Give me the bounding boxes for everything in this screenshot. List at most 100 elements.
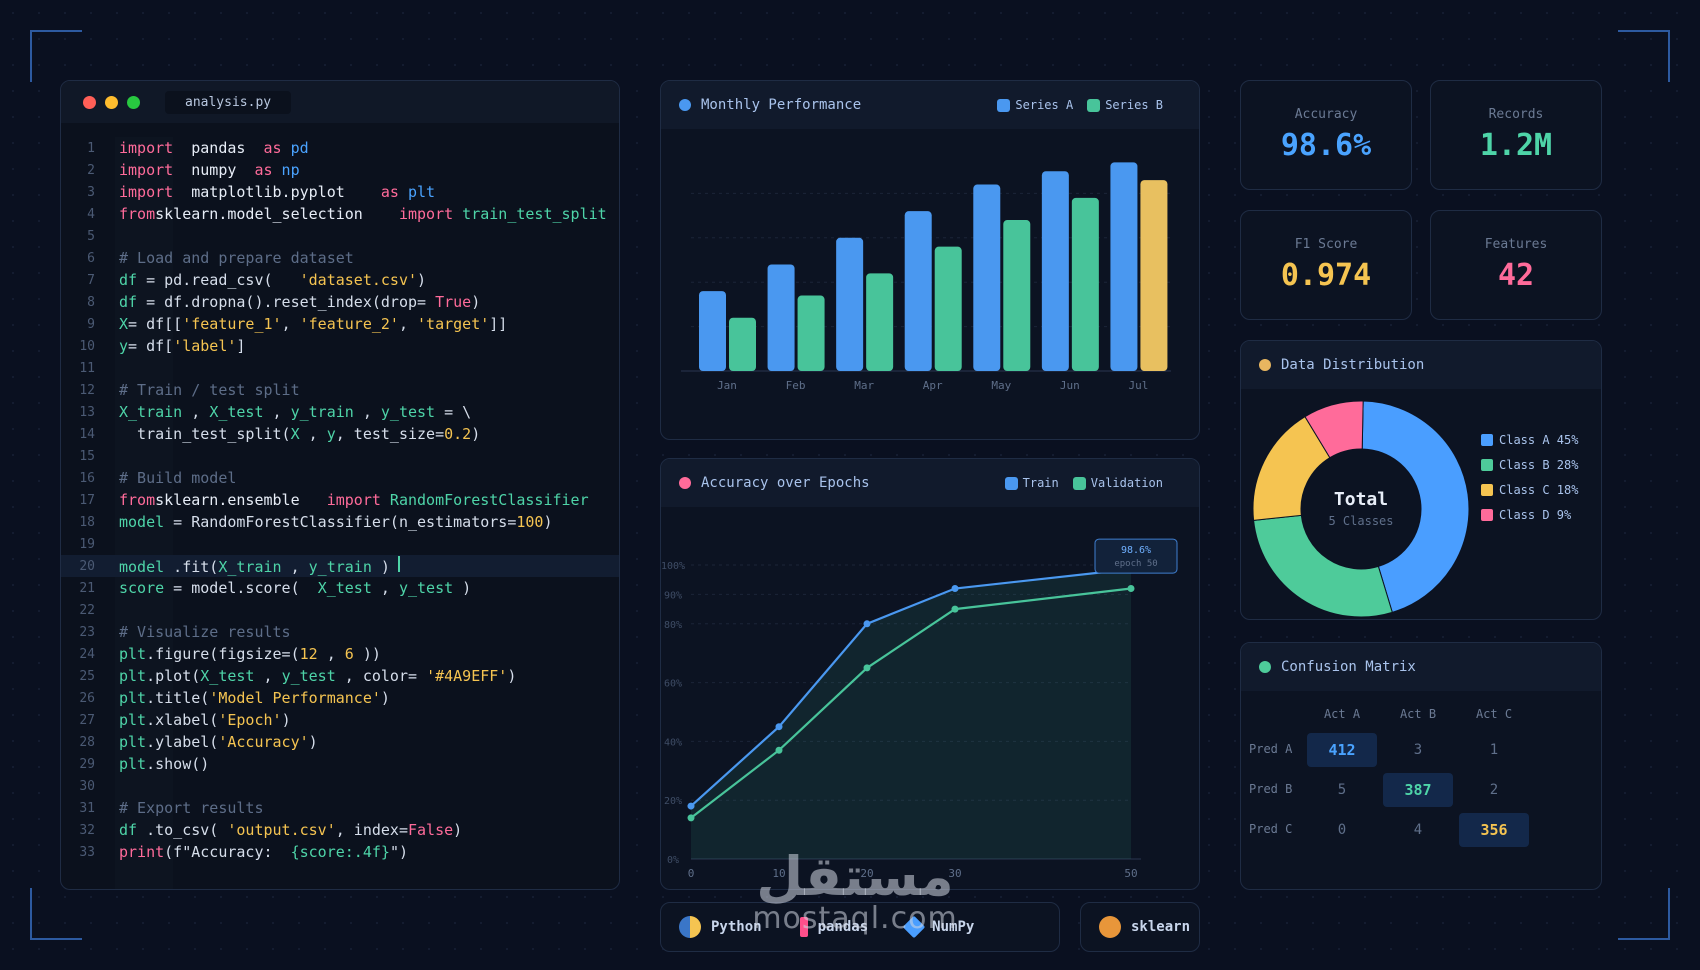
code-line[interactable]: 23 # Visualize results	[61, 621, 619, 643]
bar-chart-title: Monthly Performance	[701, 97, 862, 113]
code-line[interactable]: 20 model .fit(X_train , y_train )	[61, 555, 619, 577]
stat-records: Records 1.2M	[1430, 80, 1602, 190]
line-number: 31	[79, 800, 95, 816]
code-token: .title(	[146, 689, 210, 707]
code-token: np	[272, 161, 300, 179]
bar-series-b	[866, 273, 894, 371]
bar-series-a	[1041, 171, 1069, 371]
donut-slice-class-a	[1361, 400, 1470, 613]
code-line[interactable]: 30	[61, 775, 619, 797]
code-token: 'dataset.csv'	[299, 271, 418, 289]
code-line[interactable]: 33 print(f"Accuracy: {score:.4f}")	[61, 841, 619, 863]
code-token: ,	[299, 425, 327, 443]
legend-class-c: Class C 18%	[1481, 477, 1578, 502]
code-line[interactable]: 25 plt.plot(X_test , y_test , color= '#4A…	[61, 665, 619, 687]
code-line[interactable]: 28 plt.ylabel('Accuracy')	[61, 731, 619, 753]
code-line[interactable]: 1 import pandas as pd	[61, 137, 619, 159]
row-header: Pred B	[1249, 782, 1293, 796]
matrix-cell: 3	[1413, 742, 1423, 758]
distribution-legend: Class A 45% Class B 28% Class C 18% Clas…	[1481, 427, 1578, 527]
file-tab[interactable]: analysis.py	[165, 90, 292, 114]
sklearn-icon	[1099, 916, 1121, 938]
bar-series-b	[934, 246, 962, 371]
code-area[interactable]: 1 import pandas as pd 2 import numpy as np 3…	[61, 137, 619, 863]
code-line[interactable]: 13 X_train , X_test , y_train , y_test = …	[61, 401, 619, 423]
code-line[interactable]: 21 score = model.score( X_test , y_test )	[61, 577, 619, 599]
code-line[interactable]: 14 train_test_split(X , y, test_size=0.2…	[61, 423, 619, 445]
accuracy-epochs-panel: Accuracy over Epochs Train Validation 0%…	[660, 458, 1200, 890]
code-token: y	[326, 425, 336, 443]
code-token: # Build model	[119, 469, 237, 487]
matrix-cell: 1	[1489, 742, 1499, 758]
code-line[interactable]: 11	[61, 357, 619, 379]
code-token: model	[119, 558, 165, 576]
python-icon	[679, 916, 701, 938]
tech-label: NumPy	[932, 919, 975, 935]
line-number: 10	[79, 338, 95, 354]
code-token: , test_size=	[335, 425, 445, 443]
code-line[interactable]: 5	[61, 225, 619, 247]
code-line[interactable]: 22	[61, 599, 619, 621]
x-tick-label: Feb	[786, 379, 806, 392]
point-train	[687, 802, 695, 810]
minimize-window-icon[interactable]	[105, 95, 118, 109]
code-line[interactable]: 31 # Export results	[61, 797, 619, 819]
code-line[interactable]: 19	[61, 533, 619, 555]
class-c-swatch	[1481, 483, 1493, 496]
line-number: 32	[79, 822, 95, 838]
bar-series-b	[797, 295, 825, 371]
class-a-swatch	[1481, 433, 1493, 446]
code-line[interactable]: 16 # Build model	[61, 467, 619, 489]
code-token: )	[471, 425, 481, 443]
line-number: 5	[87, 228, 95, 244]
code-line[interactable]: 3 import matplotlib.pyplot as plt	[61, 181, 619, 203]
code-token: ")	[389, 843, 408, 861]
code-token: from	[119, 205, 156, 223]
code-line[interactable]: 24 plt.figure(figsize=(12 , 6 ))	[61, 643, 619, 665]
code-line[interactable]: 32 df .to_csv( 'output.csv', index=False)	[61, 819, 619, 841]
code-token: X_test	[200, 667, 255, 685]
code-line[interactable]: 18 model = RandomForestClassifier(n_estim…	[61, 511, 619, 533]
legend-class-d: Class D 9%	[1481, 502, 1578, 527]
bar-series-a	[904, 211, 932, 371]
code-token: pandas	[173, 139, 264, 157]
code-token: RandomForestClassifier	[380, 491, 589, 509]
code-line[interactable]: 17 fromsklearn.ensemble import RandomFore…	[61, 489, 619, 511]
close-window-icon[interactable]	[83, 95, 96, 109]
code-line[interactable]: 15	[61, 445, 619, 467]
code-line[interactable]: 7 df = pd.read_csv( 'dataset.csv')	[61, 269, 619, 291]
stat-value: 0.974	[1280, 258, 1372, 293]
code-line[interactable]: 29 plt.show()	[61, 753, 619, 775]
train-swatch	[1004, 476, 1018, 490]
code-line[interactable]: 9 X= df[['feature_1', 'feature_2', 'targe…	[61, 313, 619, 335]
tooltip-value: 98.6%	[1121, 545, 1151, 556]
editor-gutter	[115, 137, 173, 889]
line-number: 4	[87, 206, 95, 222]
line-chart: 0% 20% 40% 60% 80% 90% 100% 0 10 20 30 50 98.6% epoch…	[661, 538, 1178, 880]
legend-series-b: Series B	[1105, 98, 1163, 112]
code-token: )	[371, 558, 390, 576]
code-line[interactable]: 4 fromsklearn.model_selection import trai…	[61, 203, 619, 225]
donut-slice-class-d	[1304, 400, 1364, 459]
legend-class-b: Class B 28%	[1481, 452, 1578, 477]
bar-series-b	[1003, 220, 1031, 371]
code-line[interactable]: 8 df = df.dropna().reset_index(drop= True…	[61, 291, 619, 313]
point-train	[863, 620, 871, 628]
code-line[interactable]: 27 plt.xlabel('Epoch')	[61, 709, 619, 731]
code-line[interactable]: 2 import numpy as np	[61, 159, 619, 181]
code-line[interactable]: 26 plt.title('Model Performance')	[61, 687, 619, 709]
stat-value: 98.6%	[1280, 128, 1372, 163]
line-number: 22	[79, 602, 95, 618]
line-number: 25	[79, 668, 95, 684]
code-editor[interactable]: analysis.py 1 import pandas as pd 2 import …	[60, 80, 620, 890]
tech-sklearn-card: sklearn	[1080, 902, 1200, 952]
code-text: df = df.dropna().reset_index(drop= True)	[115, 293, 480, 311]
bar-chart-dot-icon	[679, 99, 691, 111]
stat-f1-score: F1 Score 0.974	[1240, 210, 1412, 320]
code-line[interactable]: 12 # Train / test split	[61, 379, 619, 401]
frame-corner-top-left	[30, 30, 82, 82]
code-token: plt	[119, 645, 147, 663]
code-line[interactable]: 10 y= df['label']	[61, 335, 619, 357]
maximize-window-icon[interactable]	[127, 95, 140, 109]
code-line[interactable]: 6 # Load and prepare dataset	[61, 247, 619, 269]
